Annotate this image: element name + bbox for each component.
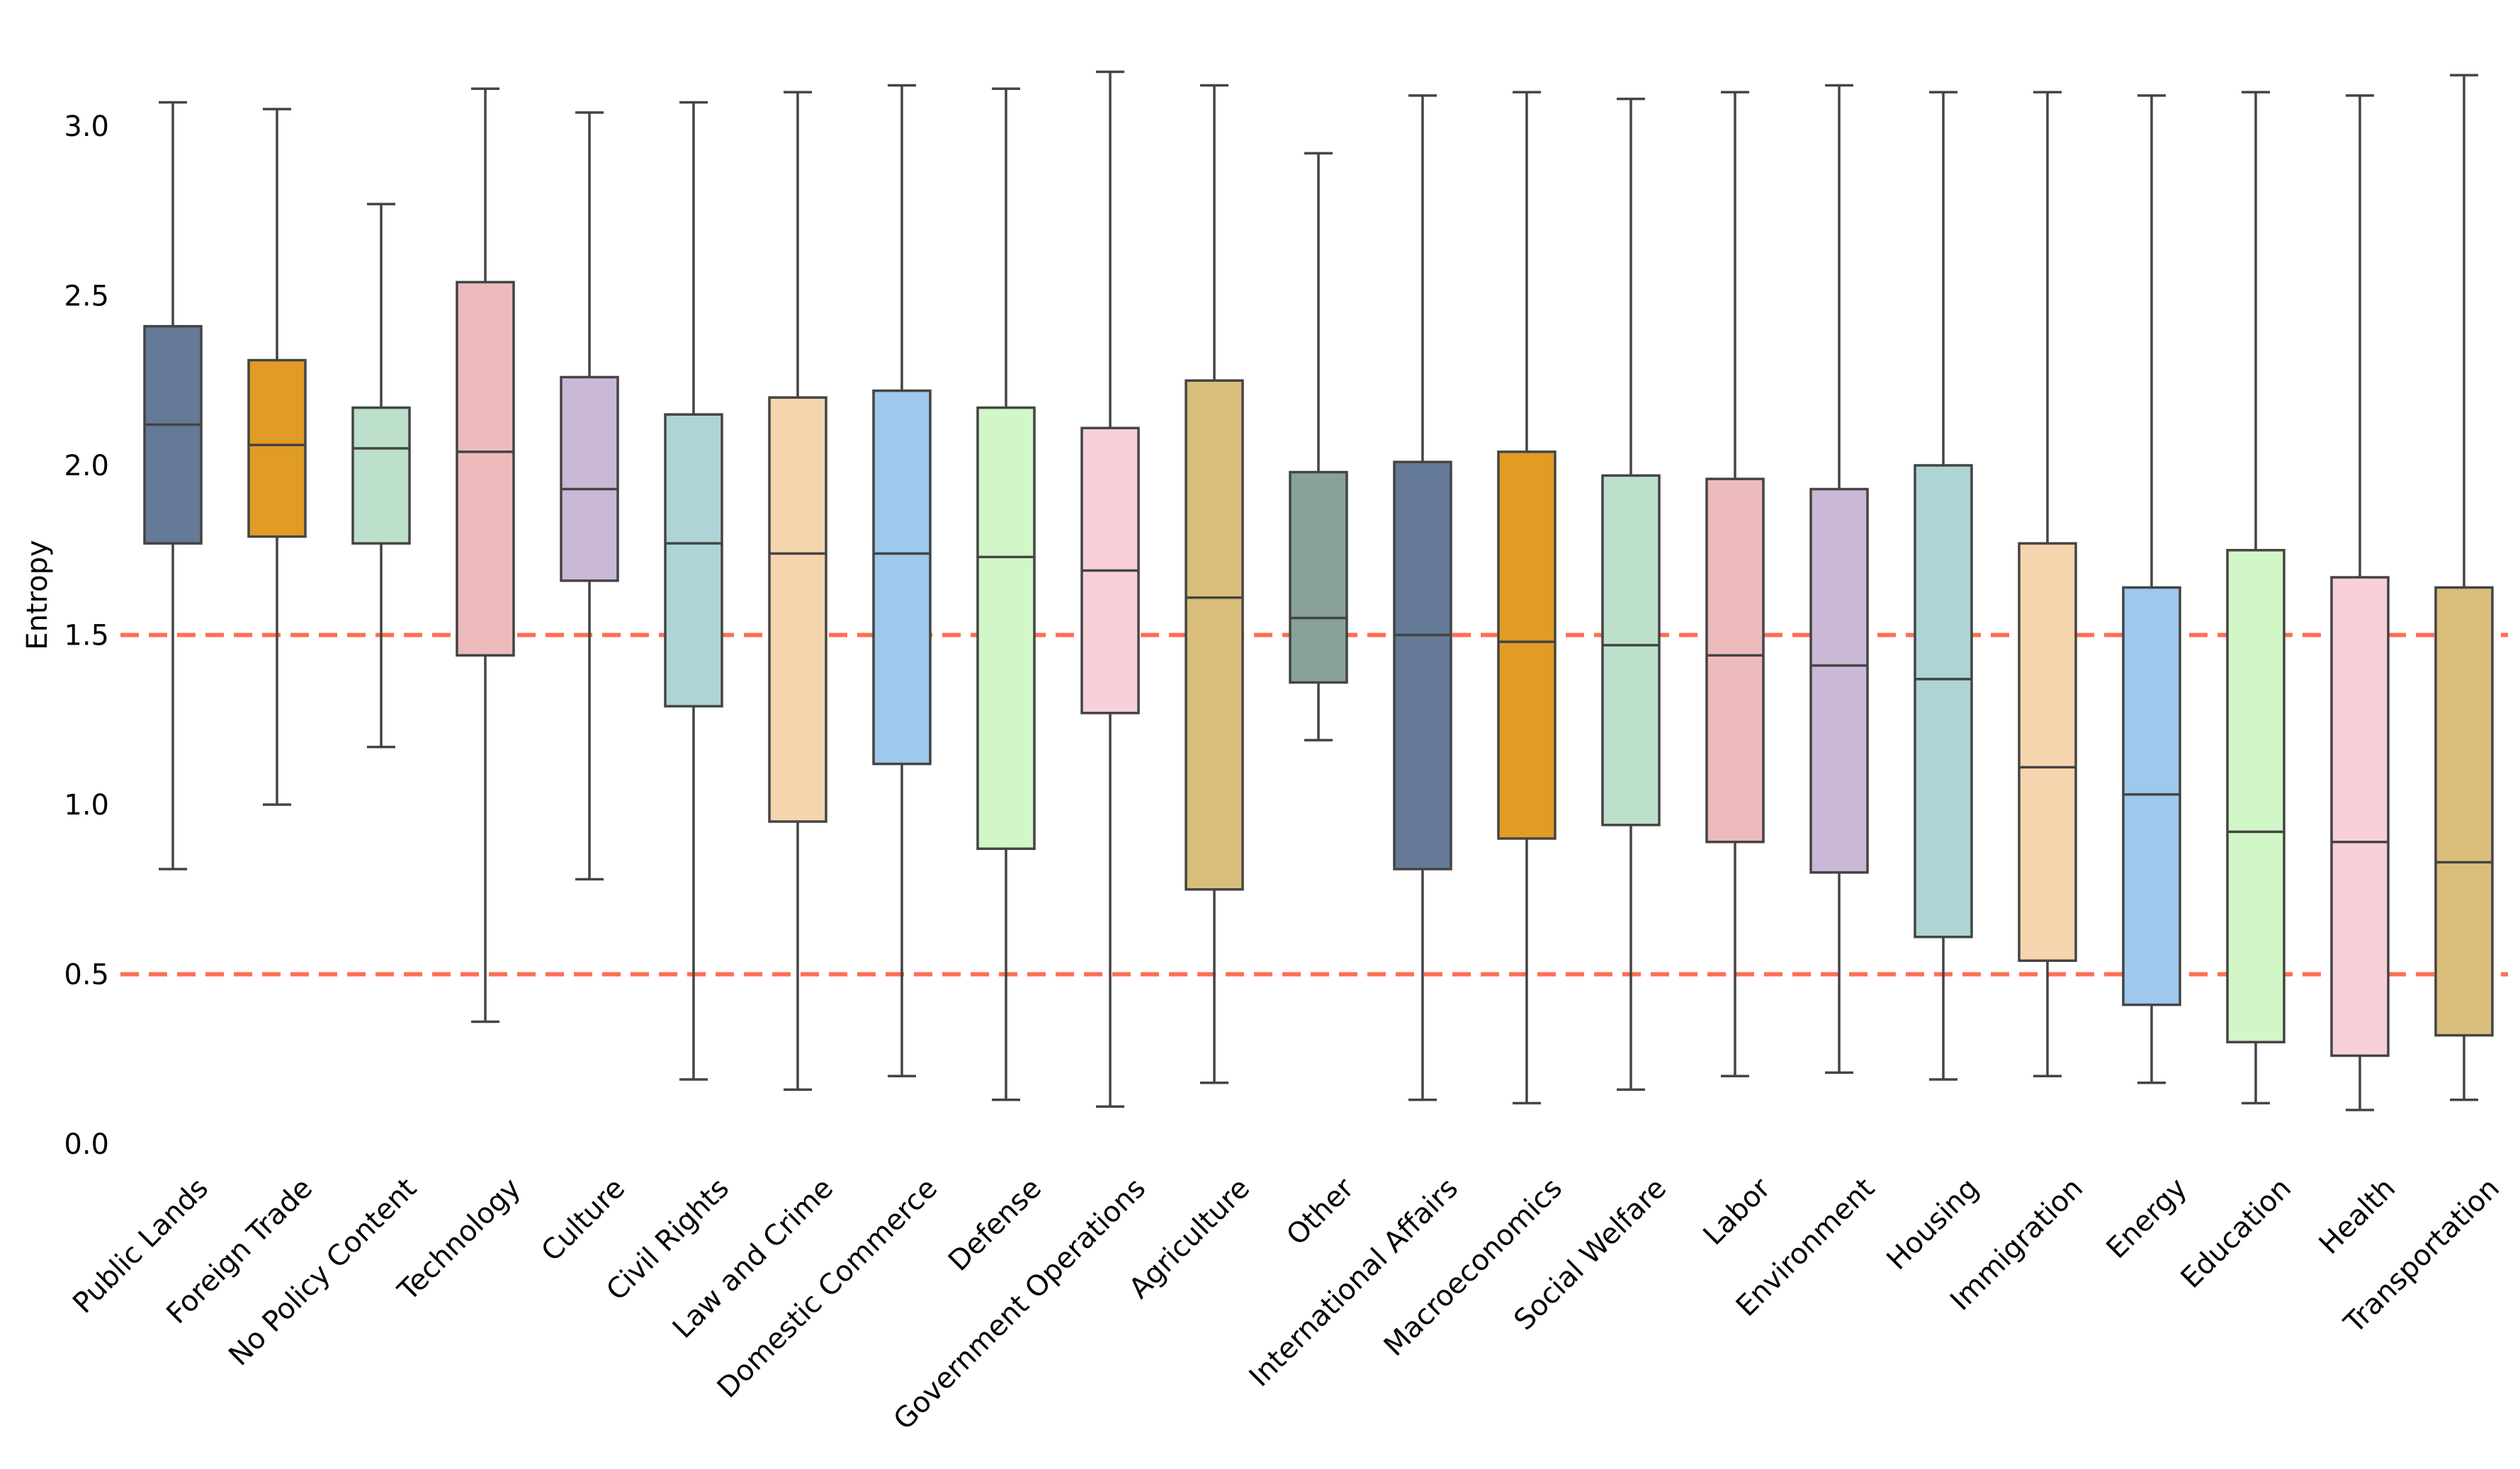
x-category-label: Other <box>1280 1172 1360 1252</box>
box-group <box>560 111 619 881</box>
box-group <box>976 87 1036 1101</box>
y-tick-label: 2.5 <box>64 280 109 313</box>
box-iqr <box>2122 586 2181 1006</box>
y-tick-label: 1.0 <box>64 789 109 822</box>
box-group <box>1289 152 1348 742</box>
box-group <box>247 108 307 806</box>
box-group <box>664 101 723 1081</box>
box-group <box>1393 94 1452 1101</box>
box-iqr <box>143 324 203 545</box>
box-group <box>1080 70 1140 1108</box>
box-iqr <box>1914 464 1973 938</box>
box-group <box>456 87 515 1023</box>
box-iqr <box>1289 470 1348 684</box>
box-iqr <box>664 413 723 708</box>
box-group <box>768 91 827 1091</box>
box-iqr <box>976 406 1036 851</box>
x-category-label: Culture <box>536 1172 631 1268</box>
y-tick-label: 0.0 <box>64 1128 109 1161</box>
x-category-label: Energy <box>2101 1172 2194 1266</box>
box-group <box>2122 94 2181 1084</box>
box-iqr <box>1705 477 1765 844</box>
box-iqr <box>1809 487 1869 874</box>
box-iqr <box>560 375 619 582</box>
box-group <box>1497 91 1556 1105</box>
box-group <box>1705 91 1765 1077</box>
y-axis-ticks: 0.0 0.5 1.0 1.5 2.0 2.5 3.0 <box>64 110 109 1161</box>
x-category-label: Defense <box>942 1172 1048 1278</box>
box-iqr <box>1393 460 1452 870</box>
x-category-label: No Policy Content <box>222 1172 423 1373</box>
x-category-label: Housing <box>1881 1172 1986 1277</box>
box-group <box>351 203 411 749</box>
box-iqr <box>456 280 515 657</box>
box-group <box>2018 91 2077 1077</box>
box-group <box>2330 94 2390 1111</box>
x-category-label: Health <box>2313 1172 2402 1261</box>
box-group <box>1601 97 1661 1091</box>
x-category-label: International Affairs <box>1243 1172 1464 1393</box>
box-iqr <box>1497 450 1556 840</box>
box-iqr <box>2330 576 2390 1057</box>
y-tick-label: 2.0 <box>64 450 109 482</box>
box-iqr <box>1601 474 1661 827</box>
box-iqr <box>872 389 932 766</box>
box-iqr <box>351 406 411 545</box>
box-iqr <box>2018 542 2077 963</box>
box-group <box>143 101 203 870</box>
y-tick-label: 0.5 <box>64 959 109 992</box>
box-iqr <box>1185 379 1244 891</box>
box-group <box>1185 84 1244 1084</box>
y-axis-title: Entropy <box>21 540 54 650</box>
x-category-label: Labor <box>1697 1172 1778 1252</box>
box-group <box>1914 91 1973 1081</box>
box-group <box>2226 91 2285 1105</box>
box-group <box>2434 74 2494 1101</box>
x-category-label: Education <box>2175 1172 2298 1295</box>
box-group <box>872 84 932 1077</box>
x-category-label: Macroeconomics <box>1378 1172 1569 1363</box>
box-iqr <box>2434 586 2494 1037</box>
y-tick-label: 3.0 <box>64 110 109 143</box>
boxes-layer <box>143 70 2494 1111</box>
box-iqr <box>247 358 307 538</box>
box-iqr <box>768 396 827 823</box>
box-iqr <box>2226 549 2285 1044</box>
y-tick-label: 1.5 <box>64 620 109 652</box>
box-group <box>1809 84 1869 1074</box>
